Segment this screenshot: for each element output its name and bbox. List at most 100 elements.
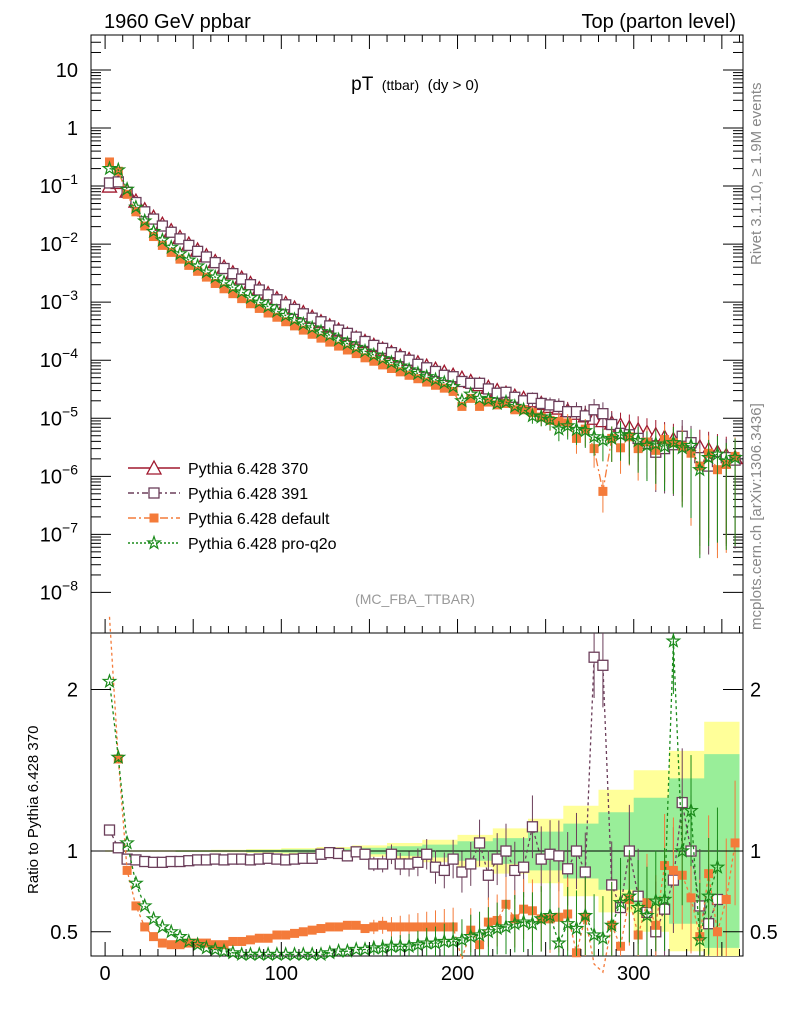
main-data-point	[683, 437, 699, 453]
legend-marker	[145, 459, 163, 475]
ratio-data-point	[656, 891, 673, 907]
main-series-line	[109, 181, 736, 459]
main-data-point	[172, 245, 188, 261]
main-data-point	[163, 238, 180, 255]
rivet-version-label: Rivet 3.1.10, ≥ 1.9M events	[748, 83, 765, 266]
ratio-data-point	[172, 928, 188, 944]
main-y-tick-label: 10−6	[40, 461, 78, 488]
ratio-data-point	[112, 842, 124, 854]
main-data-point	[321, 326, 338, 342]
main-y-tick-label: 10	[56, 60, 78, 82]
ratio-data-point	[325, 922, 335, 932]
main-series-line	[109, 167, 736, 472]
main-data-point	[392, 357, 409, 373]
ratio-data-point	[709, 858, 726, 874]
main-data-point	[180, 251, 197, 267]
ratio-data-point	[128, 874, 144, 891]
legend-label: Pythia 6.428 pro-q2o	[188, 536, 337, 553]
main-data-point	[189, 257, 206, 273]
ratio-data-point	[500, 845, 512, 857]
ratio-data-point	[438, 864, 450, 877]
ratio-data-point	[588, 651, 600, 663]
ratio-data-point	[421, 848, 433, 860]
ratio-data-point	[686, 893, 696, 903]
ratio-y-tick-label-right: 0.5	[750, 922, 778, 944]
x-tick-label: 100	[265, 963, 298, 985]
ratio-data-point	[570, 845, 583, 857]
ratio-data-point	[157, 938, 167, 948]
ratio-data-point	[228, 936, 238, 946]
ratio-data-point	[630, 899, 646, 915]
ratio-data-point	[683, 802, 699, 818]
main-data-point	[286, 311, 303, 327]
ratio-data-point	[163, 923, 180, 939]
analysis-label: (MC_FBA_TTBAR)	[355, 591, 475, 607]
main-data-point	[251, 293, 268, 309]
main-series-layer	[101, 157, 744, 559]
ratio-data-point	[342, 920, 352, 930]
ratio-data-point	[454, 931, 470, 947]
main-data-point	[128, 198, 144, 215]
ratio-data-point	[207, 941, 224, 957]
ratio-data-point	[533, 910, 550, 926]
main-data-point	[156, 220, 169, 232]
ratio-data-point	[395, 922, 405, 932]
x-tick-label: 200	[441, 963, 474, 985]
main-data-point	[647, 435, 664, 451]
ratio-data-point	[254, 933, 264, 943]
ratio-data-point	[198, 939, 215, 955]
x-tick-label: 300	[617, 963, 650, 985]
main-data-point	[269, 302, 285, 318]
main-data-point	[475, 401, 485, 411]
main-data-point	[101, 160, 118, 176]
ratio-data-point	[131, 901, 141, 911]
ratio-data-point	[385, 848, 398, 860]
main-y-tick-label: 10−4	[40, 345, 78, 372]
ratio-y-tick-label-right: 1	[750, 841, 761, 863]
main-data-point	[383, 354, 400, 370]
ratio-data-point	[577, 907, 594, 923]
ratio-data-point	[550, 934, 567, 950]
main-data-point	[183, 239, 195, 252]
main-data-point	[691, 461, 708, 477]
main-y-tick-label: 1	[67, 118, 78, 140]
ratio-axis-ticks: 0.5 0.5 1 1 2 2 0 100 200 300	[50, 680, 778, 985]
ratio-data-point	[316, 924, 326, 934]
ratio-data-point	[515, 913, 532, 929]
main-data-point	[401, 361, 418, 377]
main-data-point	[216, 273, 232, 289]
ratio-data-point	[700, 887, 717, 904]
main-data-point	[533, 408, 550, 424]
ratio-data-point	[562, 863, 574, 875]
main-data-point	[409, 365, 426, 381]
main-data-point	[612, 426, 629, 442]
ratio-data-point	[579, 866, 591, 878]
main-data-point	[603, 430, 620, 446]
x-tick-label: 0	[100, 963, 111, 985]
ratio-data-point	[103, 824, 116, 836]
ratio-data-point	[456, 866, 468, 878]
main-data-point	[480, 391, 497, 407]
main-data-point	[492, 400, 502, 410]
main-data-point	[630, 432, 647, 448]
ratio-data-point	[404, 922, 414, 932]
ratio-data-point	[586, 926, 603, 942]
ratio-data-point	[154, 918, 171, 934]
ratio-data-point	[597, 659, 609, 671]
ratio-data-point	[524, 915, 541, 931]
ratio-data-point	[491, 853, 503, 865]
main-data-point	[233, 283, 250, 299]
main-data-point	[304, 319, 321, 335]
ratio-data-point	[517, 861, 530, 873]
main-data-point	[621, 427, 638, 443]
ratio-plot-frame	[90, 632, 744, 957]
main-plot-panel: 10 1 10−1 10−2 10−3 10−4 10−5 10−6 10−7 10−8 pT (…	[40, 34, 744, 634]
ratio-data-point	[526, 821, 539, 833]
ratio-data-point	[149, 932, 159, 942]
main-data-point	[339, 335, 356, 351]
ratio-data-point	[621, 887, 638, 904]
ratio-data-point	[730, 838, 740, 848]
legend: Pythia 6.428 370 Pythia 6.428 391 Pythia 6…	[128, 459, 337, 553]
ratio-data-point	[122, 865, 132, 875]
